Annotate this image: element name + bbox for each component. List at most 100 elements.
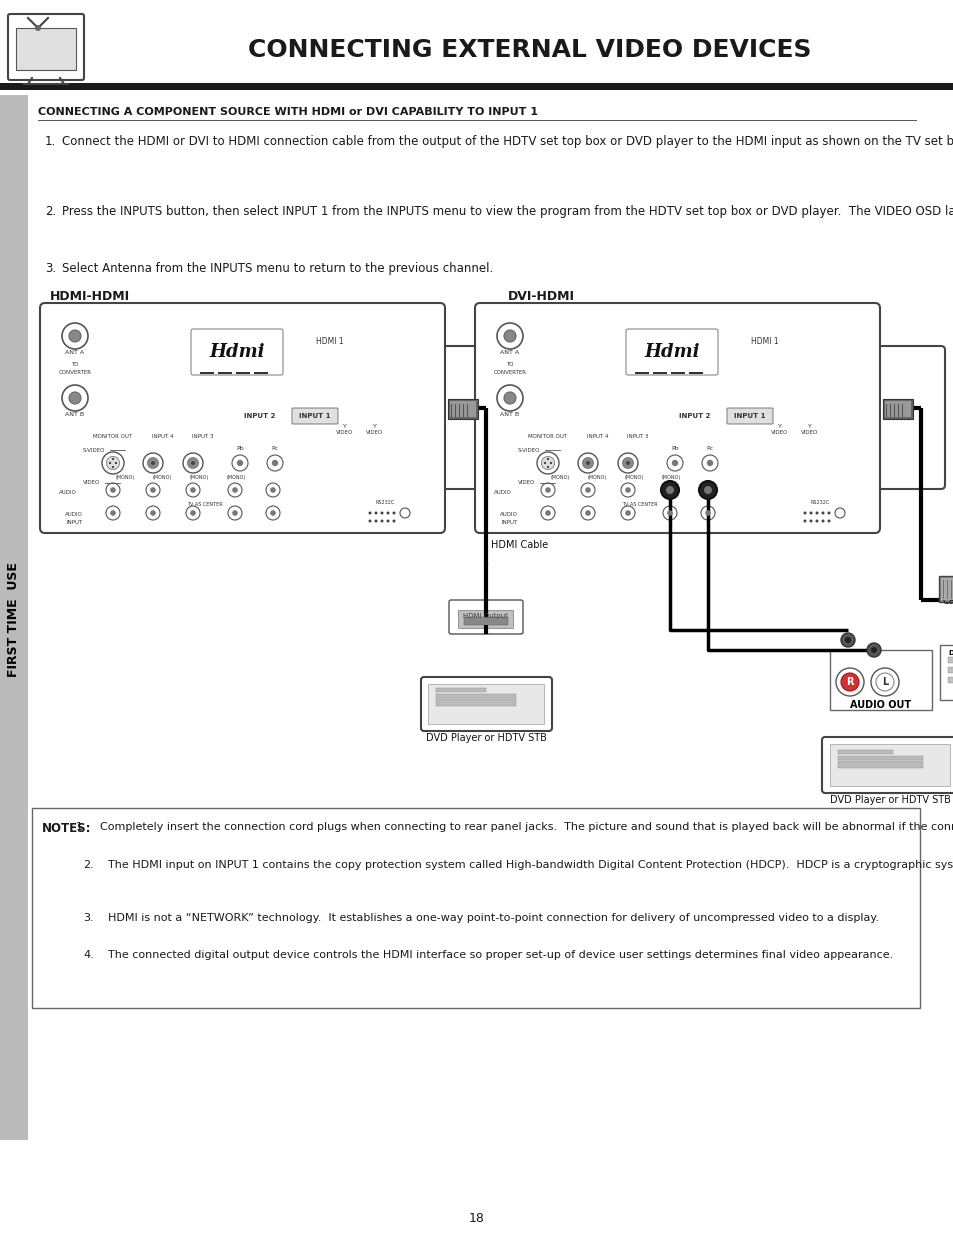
Circle shape xyxy=(186,506,200,520)
Bar xyxy=(652,372,666,374)
Circle shape xyxy=(150,487,155,493)
Circle shape xyxy=(821,520,823,522)
Text: 3.: 3. xyxy=(45,262,56,275)
Circle shape xyxy=(875,673,893,692)
Circle shape xyxy=(392,520,395,522)
Text: TV AS CENTER: TV AS CENTER xyxy=(621,501,658,506)
FancyBboxPatch shape xyxy=(939,645,953,700)
Text: AUDIO: AUDIO xyxy=(494,490,512,495)
Circle shape xyxy=(111,487,115,493)
Text: (MONO): (MONO) xyxy=(115,475,134,480)
Text: (MONO): (MONO) xyxy=(152,475,172,480)
Circle shape xyxy=(111,510,115,516)
Circle shape xyxy=(802,520,805,522)
Circle shape xyxy=(112,466,114,468)
Text: Pb: Pb xyxy=(671,446,679,451)
Text: AUDIO: AUDIO xyxy=(65,511,83,516)
Circle shape xyxy=(266,483,280,496)
Circle shape xyxy=(540,483,555,496)
Circle shape xyxy=(703,487,711,494)
Circle shape xyxy=(62,324,88,350)
Text: RS232C: RS232C xyxy=(809,500,829,505)
Circle shape xyxy=(392,511,395,515)
Text: ANT A: ANT A xyxy=(500,351,519,356)
Circle shape xyxy=(69,330,81,342)
Circle shape xyxy=(870,668,898,697)
Circle shape xyxy=(146,483,160,496)
Text: Hdmi: Hdmi xyxy=(643,343,699,361)
Bar xyxy=(947,677,953,683)
Circle shape xyxy=(841,673,858,692)
Circle shape xyxy=(106,506,120,520)
Text: (MONO): (MONO) xyxy=(190,475,209,480)
Circle shape xyxy=(660,480,679,499)
Circle shape xyxy=(666,487,672,493)
Text: INPUT 2: INPUT 2 xyxy=(679,412,710,419)
Circle shape xyxy=(109,462,112,464)
Text: HDMI 1: HDMI 1 xyxy=(750,336,778,346)
Text: VIDEO: VIDEO xyxy=(801,431,818,436)
Circle shape xyxy=(549,462,552,464)
Circle shape xyxy=(236,459,243,466)
Circle shape xyxy=(826,511,830,515)
Circle shape xyxy=(386,511,389,515)
Bar xyxy=(947,667,953,673)
Text: INPUT 2: INPUT 2 xyxy=(244,412,275,419)
Text: VIDEO: VIDEO xyxy=(336,431,354,436)
Circle shape xyxy=(399,508,410,517)
Circle shape xyxy=(62,385,88,411)
Text: TO: TO xyxy=(506,362,514,367)
Circle shape xyxy=(666,454,682,471)
Bar xyxy=(450,401,476,417)
Text: 2.: 2. xyxy=(83,860,94,869)
FancyBboxPatch shape xyxy=(191,329,283,375)
Bar xyxy=(463,618,507,625)
Text: DVD Player or HDTV STB: DVD Player or HDTV STB xyxy=(425,734,546,743)
Bar xyxy=(940,578,953,600)
Circle shape xyxy=(699,480,717,499)
Text: AUDIO: AUDIO xyxy=(499,511,517,516)
Circle shape xyxy=(578,453,598,473)
Text: HDMI is not a “NETWORK” technology.  It establishes a one-way point-to-point con: HDMI is not a “NETWORK” technology. It e… xyxy=(108,913,878,923)
Circle shape xyxy=(232,510,237,516)
Circle shape xyxy=(866,643,880,657)
Text: Y: Y xyxy=(778,424,781,429)
Circle shape xyxy=(815,520,818,522)
Circle shape xyxy=(270,510,275,516)
Circle shape xyxy=(497,385,522,411)
Bar xyxy=(436,699,516,706)
Text: CONVERTER: CONVERTER xyxy=(493,369,526,374)
Circle shape xyxy=(188,457,198,468)
Text: Y: Y xyxy=(343,424,347,429)
Text: AUDIO: AUDIO xyxy=(59,490,77,495)
Circle shape xyxy=(148,457,158,468)
Text: R: R xyxy=(845,677,853,687)
Circle shape xyxy=(662,506,677,520)
Circle shape xyxy=(380,520,383,522)
Circle shape xyxy=(585,461,589,466)
Circle shape xyxy=(112,458,114,461)
Text: DVI to HDMI
Cable: DVI to HDMI Cable xyxy=(942,584,953,606)
Text: VIDEO: VIDEO xyxy=(366,431,383,436)
FancyBboxPatch shape xyxy=(40,303,444,534)
Text: Press the INPUTS button, then select INPUT 1 from the INPUTS menu to view the pr: Press the INPUTS button, then select INP… xyxy=(62,205,953,219)
Circle shape xyxy=(540,506,555,520)
FancyBboxPatch shape xyxy=(821,737,953,793)
Circle shape xyxy=(622,457,633,468)
Text: VIDEO: VIDEO xyxy=(771,431,788,436)
Text: S-VIDEO: S-VIDEO xyxy=(517,447,539,452)
Circle shape xyxy=(543,462,546,464)
Text: CONNECTING A COMPONENT SOURCE WITH HDMI or DVI CAPABILITY TO INPUT 1: CONNECTING A COMPONENT SOURCE WITH HDMI … xyxy=(38,107,537,117)
Bar xyxy=(882,399,912,419)
Text: INPUT 4: INPUT 4 xyxy=(152,433,173,438)
Bar xyxy=(688,372,702,374)
Circle shape xyxy=(582,457,593,468)
Circle shape xyxy=(580,483,595,496)
Text: INPUT 1: INPUT 1 xyxy=(734,412,765,419)
Circle shape xyxy=(625,461,629,466)
Circle shape xyxy=(267,454,283,471)
Bar xyxy=(428,684,543,724)
Circle shape xyxy=(69,391,81,404)
Text: MONITOR OUT: MONITOR OUT xyxy=(93,433,132,438)
Text: HDMI Cable: HDMI Cable xyxy=(491,540,548,550)
